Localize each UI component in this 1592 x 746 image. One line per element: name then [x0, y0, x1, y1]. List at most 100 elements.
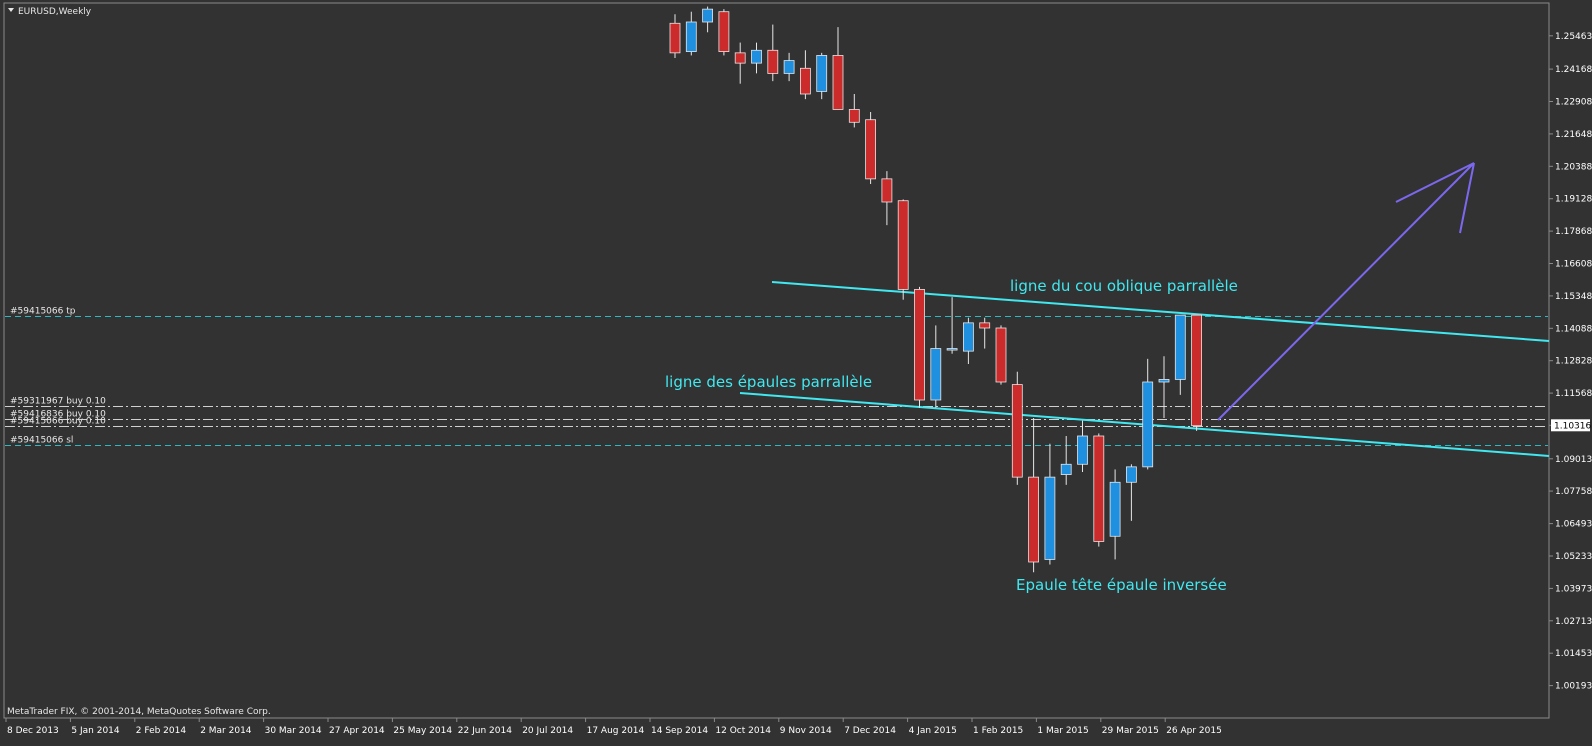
time-axis: 8 Dec 2013 5 Jan 2014 2 Feb 2014 2 Mar 2014…	[5, 718, 1222, 736]
candle[interactable]	[734, 42, 746, 84]
candle[interactable]	[897, 199, 909, 300]
candle[interactable]	[800, 50, 811, 100]
time-tick-label: 17 Aug 2014	[587, 726, 645, 736]
candles-layer	[669, 6, 1202, 573]
time-tick-label: 9 Nov 2014	[780, 726, 832, 736]
plot-area[interactable]	[3, 2, 1550, 719]
pattern-annotation[interactable]: Epaule tête épaule inversée	[1016, 576, 1227, 594]
candle-body-bear	[800, 67, 811, 95]
candle[interactable]	[1174, 314, 1186, 395]
current-price-box	[1551, 419, 1590, 432]
candle[interactable]	[1142, 358, 1154, 470]
candle-body-bear	[669, 22, 681, 54]
candle[interactable]	[930, 325, 942, 408]
candle-body-bull	[1109, 481, 1121, 537]
tp-level-label: #59415066 tp	[10, 307, 76, 317]
candle[interactable]	[669, 14, 681, 58]
candle-body-bear	[848, 109, 860, 123]
price-tick-label: 1.11568	[1555, 389, 1592, 399]
candle-body-bull	[1126, 466, 1137, 483]
candle[interactable]	[963, 317, 974, 364]
candle[interactable]	[685, 11, 697, 56]
candle-body-bull	[1077, 435, 1088, 465]
projection-arrow-shaft[interactable]	[1217, 162, 1475, 421]
price-tick-label: 1.15348	[1555, 292, 1592, 302]
price-tick-label: 1.01453	[1555, 649, 1592, 659]
price-tick-label: 1.09013	[1555, 455, 1592, 465]
candle[interactable]	[751, 42, 762, 74]
candle[interactable]	[718, 9, 730, 56]
candle[interactable]	[1028, 417, 1039, 573]
candle[interactable]	[881, 171, 893, 226]
projection-arrow-head-right[interactable]	[1459, 162, 1475, 234]
candle-body-bear	[1191, 314, 1202, 427]
candle-body-bull	[946, 348, 958, 351]
time-tick-label: 29 Mar 2015	[1102, 726, 1159, 736]
candle[interactable]	[1158, 356, 1170, 418]
candle-body-bear	[718, 11, 730, 52]
time-tick-label: 26 Apr 2015	[1166, 726, 1222, 736]
candle-body-bull	[1044, 476, 1056, 560]
time-tick-label: 5 Jan 2014	[71, 726, 119, 736]
candle-body-bull	[1174, 314, 1186, 380]
candle[interactable]	[1093, 433, 1105, 547]
candle[interactable]	[832, 27, 844, 110]
projection-arrow-head-left[interactable]	[1395, 162, 1475, 203]
price-tick-label: 1.25463	[1555, 32, 1592, 42]
candle-body-bear	[1011, 384, 1023, 478]
candle[interactable]	[946, 297, 958, 354]
time-tick-label: 14 Sep 2014	[651, 726, 708, 736]
time-tick-label: 2 Mar 2014	[200, 726, 252, 736]
candle[interactable]	[1060, 435, 1072, 485]
candle-body-bear	[832, 55, 844, 110]
price-tick-label: 1.16608	[1555, 260, 1592, 270]
candle[interactable]	[848, 93, 860, 128]
time-tick-label: 22 Jun 2014	[458, 726, 512, 736]
price-tick-label: 1.03973	[1555, 584, 1592, 594]
candle[interactable]	[816, 52, 828, 100]
order-level-label: #59416836 buy 0.10	[10, 410, 106, 420]
price-tick-label: 1.05233	[1555, 552, 1592, 562]
candle[interactable]	[865, 111, 876, 184]
candle-body-bear	[865, 119, 876, 180]
candle-body-bear	[995, 327, 1007, 383]
candle[interactable]	[1109, 469, 1121, 560]
candle[interactable]	[767, 24, 779, 82]
time-tick-label: 7 Dec 2014	[844, 726, 896, 736]
candle[interactable]	[783, 52, 795, 82]
time-tick-label: 4 Jan 2015	[909, 726, 957, 736]
neckline-annotation[interactable]: ligne du cou oblique parrallèle	[1010, 277, 1238, 295]
price-tick-label: 1.20388	[1555, 162, 1592, 172]
candle-body-bear	[897, 200, 909, 290]
candle[interactable]	[979, 317, 991, 349]
candle[interactable]	[1077, 420, 1088, 472]
sl-level-label: #59415066 sl	[10, 436, 73, 446]
time-tick-label: 27 Apr 2014	[329, 726, 385, 736]
candle-body-bear	[767, 49, 779, 74]
chart-title: EURUSD,Weekly	[18, 7, 92, 17]
candle-body-bull	[1142, 381, 1154, 468]
neckline-trendline[interactable]	[771, 281, 1550, 342]
candle-body-bear	[881, 178, 893, 203]
price-axis: 1.25463 1.24168 1.22908 1.21648 1.20388 1.191…	[1549, 32, 1592, 692]
price-tick-label: 1.17868	[1555, 227, 1592, 237]
candle[interactable]	[1126, 464, 1137, 521]
candle-body-bear	[1093, 435, 1105, 542]
price-tick-label: 1.21648	[1555, 130, 1592, 140]
candle[interactable]	[1011, 371, 1023, 485]
price-tick-label: 1.14088	[1555, 324, 1592, 334]
shoulders-annotation[interactable]: ligne des épaules parrallèle	[665, 373, 872, 391]
price-tick-label: 1.24168	[1555, 65, 1592, 75]
candle-body-bull	[1060, 463, 1072, 475]
time-tick-label: 12 Oct 2014	[715, 726, 771, 736]
candle[interactable]	[1044, 443, 1056, 565]
chart-menu-triangle-icon[interactable]	[8, 8, 14, 12]
candle[interactable]	[914, 286, 925, 408]
candle[interactable]	[995, 325, 1007, 385]
candle[interactable]	[1191, 314, 1202, 431]
candle-body-bull	[783, 60, 795, 74]
candle[interactable]	[702, 6, 713, 33]
order-lines-layer: #59415066 tp #59311967 buy 0.10 #59416836 …	[5, 307, 1548, 446]
